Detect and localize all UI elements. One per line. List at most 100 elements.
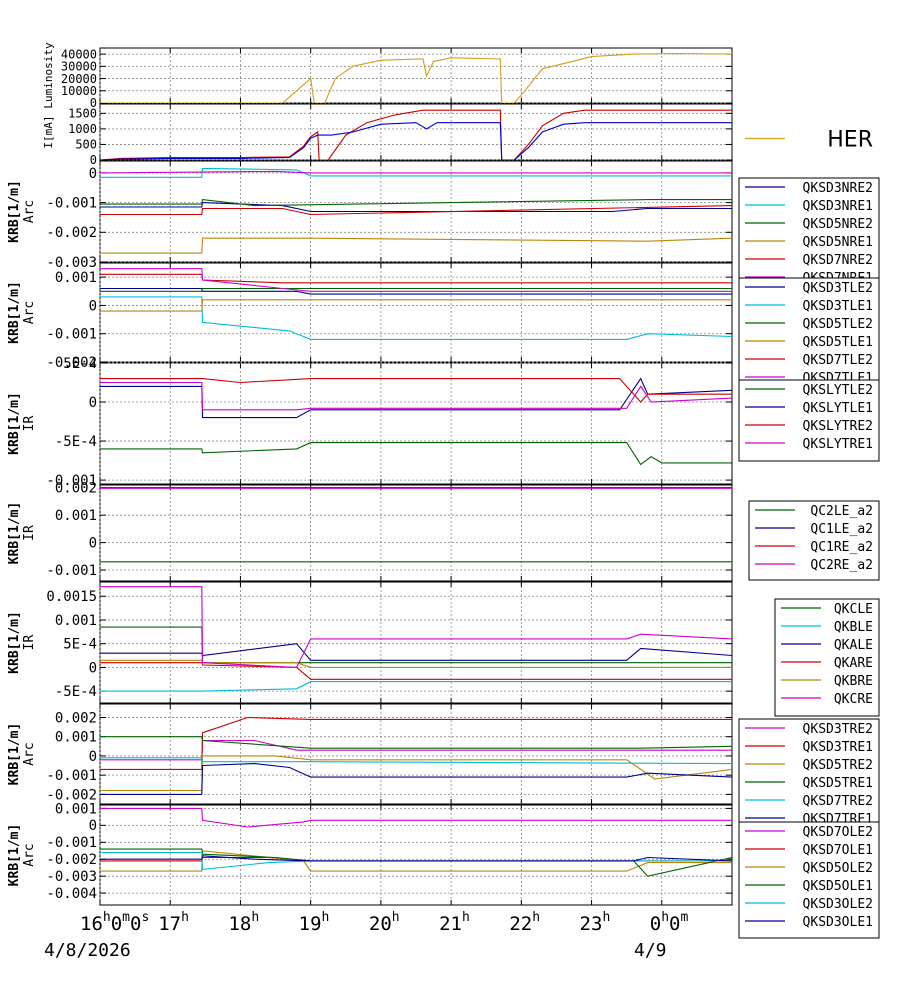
series-line-qksd5tle1 <box>100 299 732 312</box>
y-tick-label: -0.002 <box>46 225 97 241</box>
legend-label: QKBRE <box>834 674 873 689</box>
legend-7: QKCLE QKBLE QKALE QKARE QKBRE QKCRE <box>774 598 880 717</box>
x-tick-label: 23h <box>580 910 611 935</box>
y-tick-label: 0.002 <box>55 710 97 726</box>
panel-3: 0 -0.001 -0.002 -0.003 KRB[1/m] Arc <box>7 160 733 271</box>
legend-label: QKSD3TRE2 <box>803 722 873 737</box>
legend-label: QC2LE_a2 <box>810 504 873 519</box>
y-axis-label: IR <box>22 635 37 651</box>
series-line-qksd5tre1 <box>100 736 732 749</box>
x-tick-label: 20h <box>369 910 400 935</box>
legend-label: QKSD5OLE2 <box>803 861 873 876</box>
y-tick-label: -0.001 <box>46 473 97 489</box>
series-line-qksd3nre1 <box>100 167 732 178</box>
y-tick-label: -0.001 <box>46 768 97 784</box>
legend-8: QKSD3TRE2 QKSD3TRE1 QKSD5TRE2 QKSD5TRE1 QKSD… <box>738 718 880 827</box>
y-axis-label: Arc <box>22 301 37 324</box>
y-axis-label: KRB[1/m] <box>7 281 22 344</box>
y-axis-label: KRB[1/m] <box>7 824 22 887</box>
series-line-qksd5ole1 <box>100 848 732 877</box>
legend-label: QKSD7NRE2 <box>803 253 873 268</box>
series-line-qkare <box>100 662 732 680</box>
legend-1: HER <box>745 128 873 153</box>
series-line-qksd5tle2 <box>100 287 732 292</box>
series-line-qksd7tre2 <box>100 757 732 765</box>
legend-5: QKSLYTLE2 QKSLYTLE1 QKSLYTRE2 QKSLYTRE1 <box>738 379 880 462</box>
y-tick-label: 0 <box>89 818 97 834</box>
legend-9: QKSD7OLE2 QKSD7OLE1 QKSD5OLE2 QKSD5OLE1 QKSD… <box>738 821 880 939</box>
y-tick-label: 0 <box>90 96 97 110</box>
y-tick-label: 0 <box>89 166 97 182</box>
date-label-left: 4/8/2026 <box>44 940 131 961</box>
legend-label: QKSD3TLE2 <box>803 281 873 296</box>
series-line-qkbre <box>100 659 732 668</box>
legend-label: QKSLYTLE1 <box>803 401 873 416</box>
y-tick-label: 500 <box>75 138 97 152</box>
y-axis-label: IR <box>22 525 37 541</box>
panel-5: 5E-4 0 -5E-4 -0.001 KRB[1/m] IR <box>7 356 733 489</box>
series-line-qksd5nre1 <box>100 237 732 254</box>
series-line-qksd3nre2 <box>100 202 732 213</box>
y-axis-label: KRB[1/m] <box>7 180 22 243</box>
legend-label: QKSLYTRE2 <box>803 419 873 434</box>
legend-label: QKSD3TRE1 <box>803 740 873 755</box>
y-axis-label: Arc <box>22 843 37 866</box>
y-tick-label: 0.002 <box>55 481 97 497</box>
plot-frame <box>99 484 733 582</box>
panel-7: 0.0015 0.001 5E-4 0 -5E-4 KRB[1/m] IR <box>7 581 733 704</box>
series-line-qksd7tle1 <box>100 268 732 292</box>
y-tick-label: 0.001 <box>55 730 97 746</box>
legend-label: QKSD5OLE1 <box>803 879 873 894</box>
y-tick-label: 0 <box>90 153 97 167</box>
x-tick-label: 19h <box>299 910 330 935</box>
y-tick-label: 0.001 <box>55 270 97 286</box>
series-line-qksd3tle2 <box>100 287 732 295</box>
series-line-qksd7tre1 <box>100 763 732 795</box>
y-tick-label: 0 <box>89 536 97 552</box>
legend-label: QKSD3TLE1 <box>803 299 873 314</box>
legend-label: QKSD7TLE2 <box>803 353 873 368</box>
legend-label: QKSD5NRE2 <box>803 217 873 232</box>
series-line-qkcre <box>100 586 732 668</box>
panel-8: 0.002 0.001 0 -0.001 -0.002 KRB[1/m] Arc <box>7 703 733 805</box>
legend-label: QKSD7OLE2 <box>803 825 873 840</box>
x-tick-label: 0h0m <box>650 910 689 935</box>
legend-4: QKSD3TLE2 QKSD3TLE1 QKSD5TLE2 QKSD5TLE1 QKSD… <box>738 277 880 386</box>
legend-label: QKSLYTRE1 <box>803 437 873 452</box>
y-axis-label: IR <box>22 416 37 432</box>
plot-frame <box>99 362 733 485</box>
legend-label: HER <box>827 128 873 153</box>
y-tick-label: -0.002 <box>46 355 97 371</box>
legend-6: QC2LE_a2 QC1LE_a2 QC1RE_a2 QC2RE_a2 <box>748 500 880 581</box>
legend-3: QKSD3NRE2 QKSD3NRE1 QKSD5NRE2 QKSD5NRE1 QKSD… <box>738 177 880 286</box>
x-tick-label: 18h <box>228 910 259 935</box>
legend-label: QKBLE <box>834 620 873 635</box>
y-tick-label: -0.001 <box>46 195 97 211</box>
y-axis-label: I[mA] <box>42 115 55 148</box>
legend-label: QKSD5TRE1 <box>803 776 873 791</box>
series-line-ler <box>100 109 732 160</box>
y-tick-label: 0.001 <box>55 508 97 524</box>
plot-frame <box>99 103 733 161</box>
y-tick-label: 0 <box>89 395 97 411</box>
legend-label: QKSD7OLE1 <box>803 843 873 858</box>
y-tick-label: 5E-4 <box>63 356 97 372</box>
date-label-right: 4/9 <box>634 940 667 961</box>
series-line-qksd7nre2 <box>100 205 732 216</box>
legend-box <box>738 177 880 280</box>
legend-label: QKSD5TLE1 <box>803 335 873 350</box>
series-line-qksd7ole2 <box>100 807 732 828</box>
legend-label: QKCRE <box>834 692 873 707</box>
panel-4: 0.001 0 -0.001 -0.002 KRB[1/m] Arc <box>7 262 733 371</box>
y-tick-label: 0 <box>89 298 97 314</box>
y-tick-label: 0.001 <box>55 613 97 629</box>
y-axis-label: Arc <box>22 200 37 223</box>
y-tick-label: 1500 <box>68 107 97 121</box>
plot-frame <box>99 262 733 363</box>
y-tick-label: -0.002 <box>46 852 97 868</box>
x-axis-labels: 16h0m0s 17h 18h 19h 20h 21h 22h 23h 0h0m 4/8/2026… <box>44 910 689 961</box>
x-tick-label: 16h0m0s <box>80 910 149 935</box>
x-tick-label: 21h <box>439 910 470 935</box>
